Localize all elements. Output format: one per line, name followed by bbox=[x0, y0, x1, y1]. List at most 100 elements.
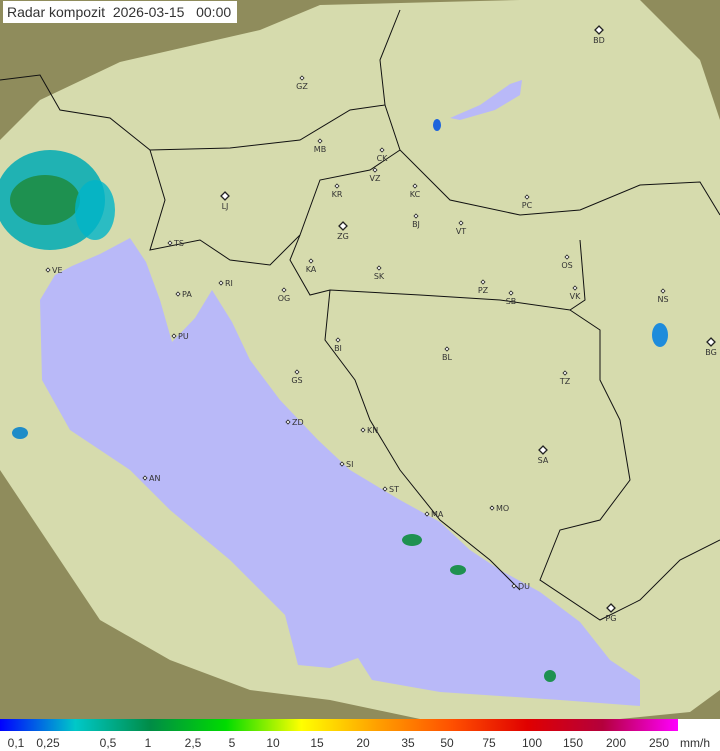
city-gs: GS bbox=[291, 369, 303, 385]
city-marker-icon bbox=[480, 279, 486, 285]
city-sb: SB bbox=[506, 290, 517, 306]
city-marker-icon bbox=[424, 511, 430, 517]
city-label: BL bbox=[442, 353, 452, 362]
city-pg: PG bbox=[605, 603, 617, 623]
city-pz: PZ bbox=[478, 279, 489, 295]
city-label: KN bbox=[367, 426, 378, 435]
city-label: OG bbox=[278, 294, 291, 303]
city-marker-icon bbox=[538, 445, 548, 455]
legend-label: 250 bbox=[648, 736, 670, 750]
city-label: PA bbox=[182, 290, 192, 299]
legend-label: 0,1 bbox=[7, 736, 25, 750]
city-label: ZD bbox=[292, 418, 304, 427]
city-label: PU bbox=[178, 332, 189, 341]
city-marker-icon bbox=[220, 191, 230, 201]
city-label: RI bbox=[225, 279, 233, 288]
city-sk: SK bbox=[374, 265, 385, 281]
city-bg: BG bbox=[705, 337, 717, 357]
city-gz: GZ bbox=[296, 75, 308, 91]
city-label: BD bbox=[593, 36, 605, 45]
city-label: PG bbox=[605, 614, 616, 623]
city-marker-icon bbox=[335, 337, 341, 343]
city-label: LJ bbox=[222, 202, 229, 211]
city-bi: BI bbox=[334, 337, 342, 353]
radar-coverage-area bbox=[0, 0, 720, 719]
legend-label: 5 bbox=[228, 736, 236, 750]
city-marker-icon bbox=[562, 370, 568, 376]
city-label: DU bbox=[518, 582, 530, 591]
city-label: SI bbox=[346, 460, 353, 469]
city-label: PZ bbox=[478, 286, 489, 295]
legend-label: 150 bbox=[562, 736, 584, 750]
city-label: SA bbox=[538, 456, 549, 465]
legend-label: 100 bbox=[521, 736, 543, 750]
city-ck: CK bbox=[377, 147, 389, 163]
city-st: ST bbox=[382, 485, 399, 494]
city-mo: MO bbox=[489, 504, 509, 513]
city-marker-icon bbox=[334, 183, 340, 189]
city-marker-icon bbox=[285, 419, 291, 425]
city-ns: NS bbox=[657, 288, 669, 304]
city-marker-icon bbox=[489, 505, 495, 511]
city-marker-icon bbox=[294, 369, 300, 375]
city-marker-icon bbox=[317, 138, 323, 144]
city-marker-icon bbox=[45, 267, 51, 273]
city-marker-icon bbox=[511, 583, 517, 589]
city-marker-icon bbox=[171, 333, 177, 339]
city-tz: TZ bbox=[559, 370, 571, 386]
city-vk: VK bbox=[570, 285, 581, 301]
legend-label: 75 bbox=[482, 736, 496, 750]
city-bl: BL bbox=[442, 346, 453, 362]
city-marker-icon bbox=[167, 240, 173, 246]
adriatic-sea bbox=[40, 238, 640, 706]
lake-balaton bbox=[450, 80, 522, 120]
legend-label: 35 bbox=[401, 736, 415, 750]
city-label: ST bbox=[389, 485, 399, 494]
city-label: BI bbox=[334, 344, 342, 353]
city-bj: BJ bbox=[412, 213, 420, 229]
city-marker-icon bbox=[412, 183, 418, 189]
city-bd: BD bbox=[593, 25, 605, 45]
city-label: SB bbox=[506, 297, 517, 306]
city-marker-icon bbox=[444, 346, 450, 352]
city-du: DU bbox=[511, 582, 530, 591]
city-marker-icon bbox=[299, 75, 305, 81]
city-mb: MB bbox=[314, 138, 326, 154]
legend-unit: mm/h bbox=[680, 736, 710, 750]
city-marker-icon bbox=[379, 147, 385, 153]
city-label: CK bbox=[377, 154, 389, 163]
city-label: KA bbox=[306, 265, 317, 274]
city-label: VK bbox=[570, 292, 581, 301]
legend-label: 2,5 bbox=[184, 736, 202, 750]
city-marker-icon bbox=[606, 603, 616, 613]
city-marker-icon bbox=[218, 280, 224, 286]
radar-map[interactable]: GZ BD MB CK VZ KR KC PC LJ ZG BJ VT TS VE RI KA SK OS PA OG… bbox=[0, 0, 720, 719]
city-marker-icon bbox=[372, 167, 378, 173]
city-marker-icon bbox=[572, 285, 578, 291]
country-borders bbox=[0, 9, 720, 621]
city-label: MA bbox=[431, 510, 444, 519]
city-label: BG bbox=[705, 348, 717, 357]
city-marker-icon bbox=[706, 337, 716, 347]
city-kn: KN bbox=[360, 426, 378, 435]
city-label: OS bbox=[561, 261, 572, 270]
legend-label: 1 bbox=[144, 736, 152, 750]
legend-label: 0,5 bbox=[99, 736, 117, 750]
city-pa: PA bbox=[175, 290, 192, 299]
city-label: SK bbox=[374, 272, 385, 281]
city-label: VT bbox=[456, 227, 466, 236]
legend-color-scale bbox=[0, 719, 678, 731]
city-marker-icon bbox=[338, 221, 348, 231]
city-vz: VZ bbox=[370, 167, 381, 183]
city-label: AN bbox=[149, 474, 160, 483]
city-sa: SA bbox=[538, 445, 549, 465]
city-marker-icon bbox=[142, 475, 148, 481]
city-ts: TS bbox=[167, 239, 184, 248]
city-marker-icon bbox=[508, 290, 514, 296]
city-ma: MA bbox=[424, 510, 444, 519]
city-marker-icon bbox=[376, 265, 382, 271]
legend-label: 0,25 bbox=[36, 736, 60, 750]
city-marker-icon bbox=[382, 486, 388, 492]
city-marker-icon bbox=[413, 213, 419, 219]
map-title: Radar kompozit 2026-03-15 00:00 bbox=[3, 1, 238, 23]
